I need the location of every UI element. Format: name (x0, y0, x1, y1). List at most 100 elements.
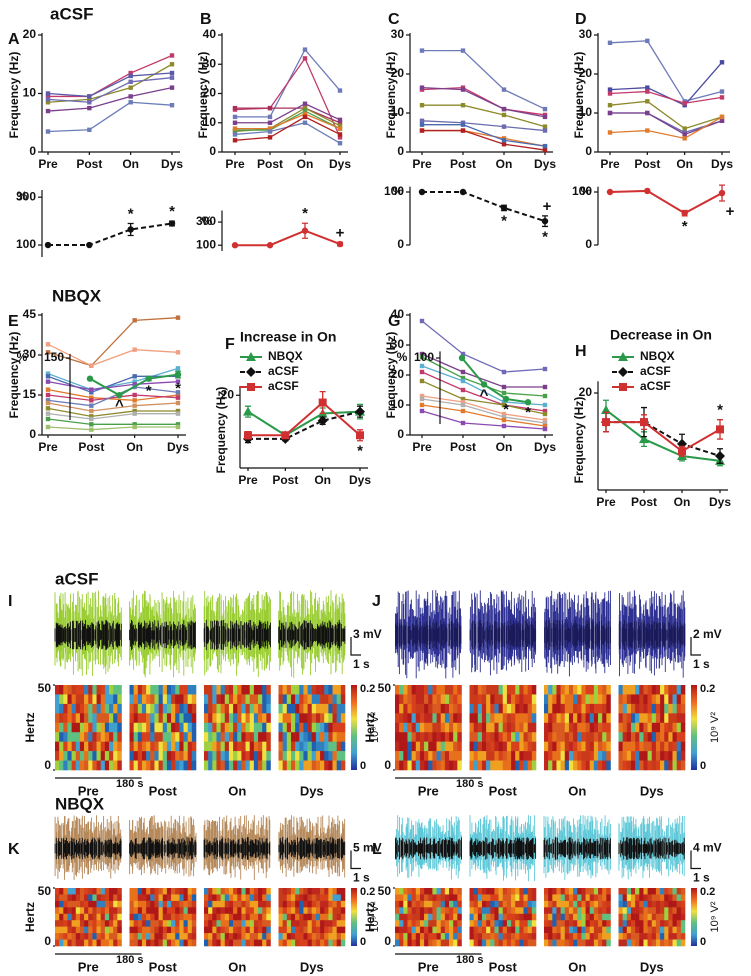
spectrogram-cell (258, 888, 263, 895)
spectrogram-cell (88, 694, 93, 705)
spectrogram-cell (92, 760, 97, 771)
y-axis-label: Hertz (23, 902, 37, 932)
spectrogram-cell (453, 685, 458, 695)
marker (639, 434, 649, 444)
spectrogram-cell (680, 751, 686, 761)
spectrogram-cell (340, 760, 346, 771)
spectrogram-cell (258, 926, 263, 934)
spectrogram-cell (332, 920, 337, 927)
spectrogram-cell (403, 933, 408, 940)
y-tick-label: 20 (391, 367, 405, 381)
spectrogram-cell (589, 888, 595, 895)
marker (89, 414, 94, 419)
spectrogram-cell (395, 760, 400, 771)
spectrogram-cell (515, 907, 520, 915)
spectrogram-cell (332, 913, 337, 921)
spectrogram-cell (63, 939, 68, 947)
spectrogram-cell (175, 732, 180, 742)
spectrogram-cell (568, 888, 574, 895)
marker (175, 366, 181, 371)
spectrogram-cell (527, 760, 533, 771)
series-line (47, 402, 179, 412)
spectrogram-cell (146, 900, 151, 908)
spectrogram-cell (568, 685, 574, 695)
spectrogram-cell (440, 907, 446, 915)
spectrogram-cell (664, 713, 669, 724)
spectrogram-cell (618, 741, 623, 752)
spectrogram-cell (179, 732, 184, 742)
spectrogram-cell (179, 939, 184, 947)
spectrogram-cell (568, 694, 574, 705)
spectrogram-cell (473, 694, 479, 705)
spectrogram-cell (191, 894, 197, 902)
spectrogram-cell (88, 913, 93, 921)
spectrogram-cell (137, 713, 143, 724)
spectrogram-cell (241, 760, 246, 771)
annotation: * (128, 205, 134, 222)
spectrogram-cell (171, 920, 176, 927)
spectrogram-cell (626, 888, 632, 895)
spectrogram-cell (212, 741, 217, 752)
spectrogram-cell (55, 913, 60, 921)
spectrogram-cell (146, 713, 151, 724)
spectrogram-cell (411, 760, 417, 771)
spectrogram-cell (548, 713, 553, 724)
spectrogram-cell (606, 920, 611, 927)
spectrogram-cell (477, 685, 483, 695)
spectrogram-cell (436, 933, 442, 940)
spectrogram-cell (55, 703, 60, 714)
spectrogram-cell (676, 888, 682, 895)
series-line (47, 343, 179, 367)
colorbar-label: 10⁹ V² (369, 901, 381, 932)
spectrogram-cell (262, 713, 267, 724)
spectrogram-cell (55, 694, 60, 705)
spectrogram-cell (299, 907, 304, 915)
spectrogram-cell (104, 894, 110, 902)
spectrogram-cell (191, 888, 197, 895)
spectrogram-cell (224, 900, 230, 908)
spectrogram-cell (104, 939, 110, 947)
spectrogram-cell (324, 732, 329, 742)
spectrogram-cell (67, 713, 72, 724)
series-line (89, 373, 179, 397)
spectrogram-cell (286, 939, 292, 947)
spectrogram-cell (573, 939, 578, 947)
spectrogram-cell (84, 732, 89, 742)
marker (317, 415, 328, 426)
series-line (421, 410, 546, 430)
spectrogram-cell (436, 732, 442, 742)
y-tick-label: 45 (23, 307, 37, 321)
spectrogram-cell (618, 685, 623, 695)
spectrogram-cell (104, 920, 110, 927)
spectrogram-cell (672, 888, 677, 895)
spectrogram-cell (228, 760, 234, 771)
spectrogram-cell (113, 894, 118, 902)
spectrogram-cell (469, 900, 474, 908)
spectrogram-cell (150, 685, 155, 695)
spectrogram-cell (55, 760, 60, 771)
spectrogram-cell (336, 907, 342, 915)
series-line (235, 110, 341, 131)
spectrogram-cell (395, 703, 400, 714)
spectrogram-cell (146, 685, 151, 695)
spectrogram-cell (204, 913, 209, 921)
spectrogram-cell (96, 703, 102, 714)
spectrogram-cell (568, 760, 574, 771)
spectrogram-cell (166, 900, 172, 908)
y-tick-label: 30 (391, 337, 405, 351)
series-line (422, 104, 546, 128)
spectrogram-cell (88, 933, 93, 940)
spectrogram-cell (581, 760, 586, 771)
spectrogram-cell (449, 920, 454, 927)
series-line (234, 116, 341, 141)
spectrogram-cell (498, 933, 504, 940)
spectrogram-cell (606, 907, 611, 915)
series-line (421, 120, 546, 132)
spectrogram-cell (84, 920, 89, 927)
spectrogram-cell (643, 732, 648, 742)
spectrogram-cell (133, 894, 139, 902)
spectrogram-cell (486, 900, 491, 908)
spectrogram-cell (55, 926, 60, 934)
spectrogram-cell (233, 732, 238, 742)
spectrogram-cell (150, 713, 155, 724)
